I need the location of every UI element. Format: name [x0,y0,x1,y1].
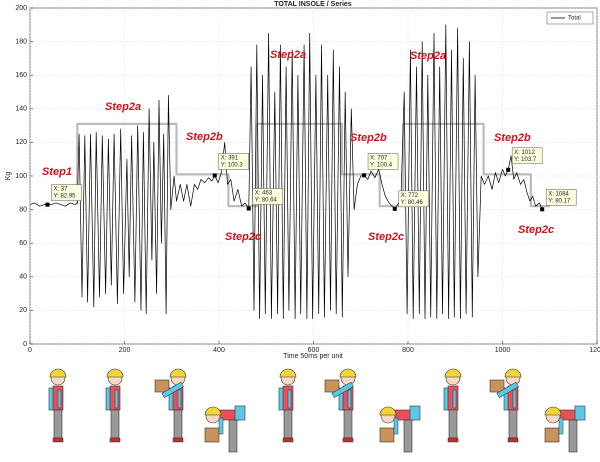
x-tick-label: 800 [402,347,414,354]
y-tick-label: 160 [15,72,27,79]
x-tick-label: 1200 [589,347,600,354]
x-tick-label: 600 [308,347,320,354]
y-tick-label: 20 [19,307,27,314]
y-tick-label: 120 [15,139,27,146]
step-annotation: Step2a [270,49,306,61]
step-annotation: Step2c [225,231,261,243]
datatip-marker [506,167,511,172]
datatip-box [218,153,249,170]
y-tick-label: 200 [15,5,27,12]
datatip-box [367,153,399,170]
y-tick-label: 140 [15,106,27,113]
datatip-y: Y: 103.7 [514,157,537,163]
x-axis-label: Time 50ms per unit [283,353,343,360]
datatip-marker [45,202,50,207]
datatip-y: Y: 100.4 [370,162,393,168]
datatip-y: Y: 80.46 [401,200,424,206]
datatip-box [252,188,284,205]
datatip-y: Y: 82.95 [53,194,76,200]
y-tick-label: 100 [15,173,27,180]
datatip-marker [540,207,545,212]
step-line [76,122,550,208]
step-annotation: Step2b [350,132,387,144]
datatip-x: X: 391 [221,156,239,162]
datatip-marker [392,206,397,211]
legend-label: Total [568,16,581,22]
x-tick-label: 200 [119,347,131,354]
datatip-box [511,147,543,165]
datatip-marker [362,173,367,178]
datatip-box [51,184,82,201]
step-annotation: Step2c [518,224,554,236]
y-tick-label: 40 [19,274,27,281]
step-annotation: Step2b [186,131,223,143]
legend-box [546,11,594,25]
datatip-x: X: 1084 [548,191,569,197]
y-axis-label: Kg [5,172,12,181]
datatip-x: X: 707 [370,155,388,161]
datatip-marker [212,173,217,178]
x-tick-label: 0 [28,347,32,354]
datatip-y: Y: 100.3 [221,163,244,169]
step-annotation: Step2c [368,231,404,243]
x-tick-label: 400 [213,347,225,354]
datatip-y: Y: 80.64 [255,198,278,204]
figures [48,368,586,453]
step-annotation: Step2b [494,132,531,144]
y-tick-label: 60 [19,240,27,247]
step-annotation: Step2a [410,50,446,62]
datatip-box [545,189,577,206]
y-tick-label: 80 [19,206,27,213]
y-tick-label: 0 [23,341,27,348]
data-line [29,24,543,320]
datatip-x: X: 37 [53,187,68,193]
y-tick-label: 180 [15,38,27,45]
datatip-x: X: 1012 [514,150,535,156]
datatip-y: Y: 80.17 [548,198,571,204]
datatip-x: X: 772 [401,193,419,199]
datatip-box [398,190,430,208]
chart-title: TOTAL INSOLE / Series [274,1,352,8]
datatip-marker [246,206,251,211]
datatip-x: X: 463 [255,191,273,197]
step-annotation: Step2a [105,101,141,113]
x-tick-label: 1000 [495,347,511,354]
step-annotation: Step1 [42,166,72,178]
